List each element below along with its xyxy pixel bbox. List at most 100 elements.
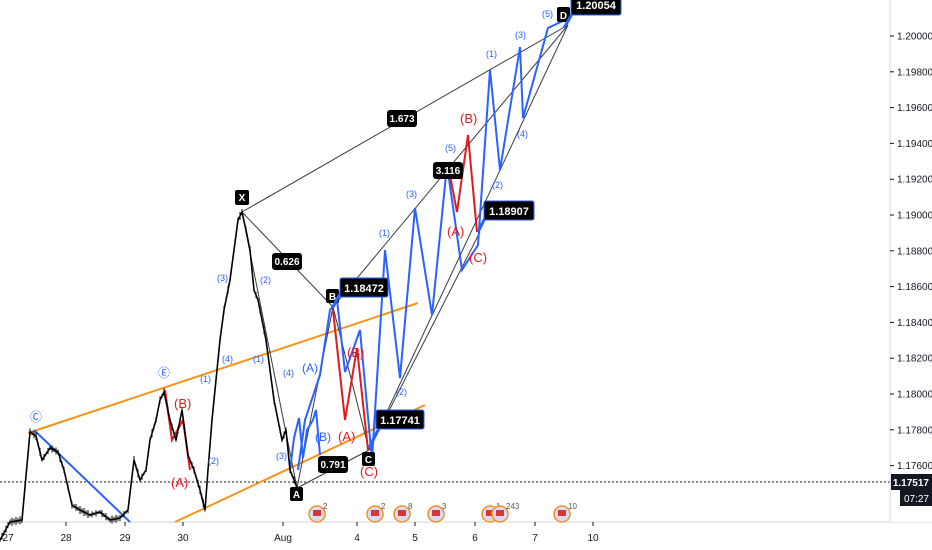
wave-label: (3): [515, 30, 526, 40]
y-tick-label: 1.20000: [897, 32, 932, 43]
wave-label: (3): [406, 189, 417, 199]
ratio-label: 3.116: [436, 166, 461, 177]
point-x: X: [235, 190, 249, 205]
svg-text:D: D: [560, 11, 567, 22]
x-tick-label: 7: [532, 533, 538, 544]
price-label-d: 1.20054: [562, 0, 622, 29]
channel-upper: [27, 302, 419, 434]
wave-label: (4): [222, 354, 233, 364]
price-candles: [0, 209, 297, 542]
y-tick-label: 1.17600: [897, 461, 932, 472]
svg-text:1.20054: 1.20054: [576, 0, 617, 12]
wave-label: (B): [460, 111, 477, 126]
y-tick-label: 1.18400: [897, 318, 932, 329]
y-tick-label: 1.19000: [897, 211, 932, 222]
wave-label: (1): [379, 228, 390, 238]
flag-stripes: [558, 510, 566, 516]
flag-stripes: [371, 510, 379, 516]
trend-line: [33, 429, 131, 523]
price-axis: [890, 0, 932, 522]
wave-label: (3): [217, 273, 228, 283]
wave-label: (B): [347, 345, 364, 360]
x-tick-label: Aug: [274, 533, 292, 544]
current-price-tag[interactable]: 1.17517: [891, 474, 932, 490]
ratio-box: 1.673: [387, 110, 417, 127]
event-badge[interactable]: 243: [491, 502, 520, 523]
ratio-box: 0.791: [318, 456, 348, 473]
wave-label: (1): [486, 49, 497, 59]
y-tick-label: 1.18200: [897, 354, 932, 365]
event-count: 2: [323, 502, 328, 511]
event-badge[interactable]: 10: [553, 502, 577, 523]
point-a: A: [290, 487, 303, 501]
price-axis-labels: 1.20000 1.19800 1.19600 1.19400 1.19200 1.190…: [890, 32, 932, 472]
y-tick-label: 1.19600: [897, 103, 932, 114]
event-badge[interactable]: 2: [366, 502, 386, 523]
svg-text:B: B: [329, 292, 336, 303]
wave-label: (1): [253, 354, 264, 364]
x-axis: 27 28 29 30 Aug 4 5 6 7 10: [2, 522, 599, 544]
price-label-b: 1.18472: [331, 277, 389, 308]
ratio-label: 0.791: [320, 460, 345, 471]
event-badges[interactable]: 2283124310: [308, 502, 577, 523]
x-tick-label: 10: [587, 533, 599, 544]
price-label-c: 1.17741: [367, 409, 425, 449]
point-d: D: [557, 7, 570, 22]
y-tick-label: 1.19200: [897, 175, 932, 186]
wave-label: (2): [260, 275, 271, 285]
wave-label: (B): [174, 396, 191, 411]
y-tick-label: 1.17800: [897, 425, 932, 436]
countdown: 07:27: [904, 494, 929, 505]
event-count: 10: [568, 502, 577, 511]
wave-label: Ⓒ: [30, 410, 42, 424]
wave-label: (A): [447, 224, 464, 239]
flag-stripes: [313, 510, 321, 516]
wave-blue-left: [289, 409, 321, 471]
wave-label: (5): [542, 9, 553, 19]
svg-text:C: C: [365, 455, 372, 466]
flag-stripes: [432, 510, 440, 516]
wave-label: (4): [517, 129, 528, 139]
wave-label: (2): [492, 180, 503, 190]
event-count: 2: [381, 502, 386, 511]
wave-label: (B): [315, 430, 331, 444]
x-tick-label: 27: [2, 533, 14, 544]
event-count: 243: [506, 502, 520, 511]
wave-label: (A): [302, 361, 318, 375]
flag-stripes: [496, 510, 504, 516]
wave-label: (C): [360, 464, 378, 479]
wave-correction-red: [332, 309, 369, 451]
event-badge[interactable]: 8: [393, 502, 413, 523]
point-c: C: [362, 452, 375, 466]
ratio-box: 0.626: [272, 253, 302, 270]
x-tick-label: 28: [60, 533, 72, 544]
x-tick-label: 6: [472, 533, 478, 544]
current-price: 1.17517: [893, 478, 930, 489]
wave-label: (C): [469, 250, 487, 265]
flag-stripes: [398, 510, 406, 516]
wave-label: (3): [276, 451, 287, 461]
wave-labels-blue: Ⓒ Ⓔ (A) (B) (3) (2) (1) (4) (2) (1) (4) …: [30, 9, 553, 466]
wave-label: (2): [208, 456, 219, 466]
wave-label: (2): [396, 387, 407, 397]
y-tick-label: 1.18000: [897, 390, 932, 401]
wave-label: (4): [283, 368, 294, 378]
event-badge[interactable]: 2: [308, 502, 328, 523]
x-tick-label: 5: [412, 533, 418, 544]
y-tick-label: 1.18800: [897, 246, 932, 257]
wave-label: (A): [171, 475, 188, 490]
wave-projection-blue: [297, 19, 566, 471]
x-tick-label: 29: [119, 533, 131, 544]
ratio-label: 1.673: [389, 114, 414, 125]
wave-label: (1): [200, 374, 211, 384]
svg-text:X: X: [239, 193, 246, 204]
x-tick-label: 4: [354, 533, 360, 544]
wave-label: (5): [445, 143, 456, 153]
ratio-box: 3.116: [433, 162, 463, 179]
x-tick-label: 30: [177, 533, 189, 544]
event-count: 8: [408, 502, 413, 511]
countdown-tag: 07:27: [900, 490, 932, 506]
event-badge[interactable]: 3: [427, 502, 447, 523]
